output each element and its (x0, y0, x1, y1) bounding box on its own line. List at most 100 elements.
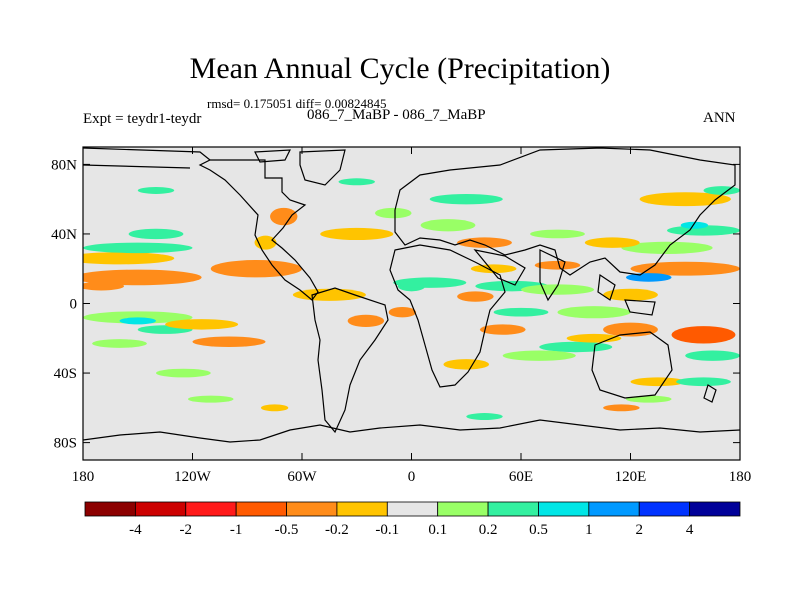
colorbar-swatch (185, 501, 237, 517)
colorbar-swatch (386, 501, 439, 517)
field-blob (621, 241, 713, 254)
field-blob (292, 288, 366, 301)
field-blob (165, 319, 239, 330)
colorbar-swatch (84, 501, 136, 517)
field-blob (584, 237, 640, 248)
colorbar-label: -2 (180, 522, 193, 538)
field-blob (83, 242, 193, 254)
field-blob (521, 284, 594, 295)
colorbar-label: 1 (585, 522, 593, 538)
y-tick-label: 80S (54, 436, 77, 452)
field-blob (119, 317, 156, 325)
x-tick-label: 120W (174, 469, 212, 485)
field-blob (671, 326, 736, 344)
field-blob (92, 339, 147, 348)
field-blob (630, 261, 740, 276)
field-blob (466, 413, 503, 421)
colorbar-label: 2 (635, 522, 643, 538)
colorbar-label: 0.1 (428, 522, 447, 538)
colorbar-swatch (689, 501, 741, 517)
field-blob (375, 207, 412, 219)
field-blob (210, 260, 302, 278)
axes: 180 120W 60W 0 60E 120E 180 80N 40N 0 40S 80S (51, 147, 751, 485)
chart-title: Mean Annual Cycle (Precipitation) (189, 52, 611, 85)
field-blob (534, 260, 581, 270)
field-blob (676, 377, 731, 387)
field-blob (83, 252, 175, 265)
field-blob (703, 186, 740, 195)
colorbar-swatch (235, 501, 287, 517)
colorbar-label: -1 (230, 522, 243, 538)
colorbar-label: 0.2 (479, 522, 498, 538)
field-blob (137, 186, 175, 194)
field-blob (83, 311, 193, 324)
colorbar-label: 0.5 (529, 522, 548, 538)
field-blob (388, 306, 417, 318)
colorbar-swatch (638, 501, 691, 517)
field-blob (187, 395, 234, 403)
field-blob (254, 235, 277, 250)
field-blob (83, 269, 202, 286)
colorbar-swatch (437, 501, 489, 517)
field-blob (393, 277, 467, 288)
x-tick-label: 0 (408, 469, 416, 485)
field-blob (557, 306, 631, 319)
field-blob (128, 228, 184, 240)
colorbar-swatch (134, 501, 187, 517)
y-tick-label: 40N (51, 227, 77, 243)
precip-difference-field (83, 178, 740, 421)
colorbar-swatch (336, 501, 388, 517)
colorbar: -4 -2 -1 -0.5 -0.2 -0.1 0.1 0.2 0.5 1 2 4 (84, 501, 741, 538)
field-blob (479, 324, 526, 335)
field-blob (457, 291, 494, 302)
field-blob (502, 350, 576, 361)
y-tick-label: 0 (70, 297, 78, 313)
field-blob (260, 404, 289, 412)
field-blob (539, 341, 613, 353)
experiment-label: Expt = teydr1-teydr (83, 111, 202, 127)
colorbar-label: -4 (129, 522, 142, 538)
x-tick-label: 60E (509, 469, 533, 485)
field-blob (347, 314, 385, 327)
colorbar-label: -0.5 (275, 522, 299, 538)
field-blob (625, 395, 672, 403)
y-tick-label: 40S (54, 366, 77, 382)
field-blob (320, 227, 394, 241)
field-blob (603, 288, 658, 301)
x-tick-label: 180 (72, 469, 95, 485)
field-blob (429, 193, 503, 205)
field-blob (530, 229, 585, 239)
field-blob (420, 219, 476, 232)
colorbar-swatch (487, 501, 539, 517)
x-tick-label: 180 (729, 469, 752, 485)
stats-text: rmsd= 0.175051 diff= 0.00824845 (207, 96, 387, 111)
field-blob (625, 273, 672, 282)
field-blob (156, 368, 211, 378)
x-tick-label: 60W (287, 469, 317, 485)
season-label: ANN (703, 110, 736, 126)
field-blob (685, 350, 740, 361)
field-blob (630, 377, 686, 387)
coastlines (83, 147, 740, 443)
x-tick-label: 120E (615, 469, 647, 485)
field-blob (457, 237, 512, 248)
field-blob (470, 264, 517, 274)
colorbar-label: -0.1 (375, 522, 399, 538)
field-blob (192, 336, 266, 347)
field-blob (338, 178, 375, 186)
colorbar-swatch (538, 501, 590, 517)
field-blob (603, 404, 640, 412)
colorbar-swatch (588, 501, 640, 517)
field-blob (270, 207, 298, 226)
colorbar-label: -0.2 (325, 522, 349, 538)
y-tick-label: 80N (51, 157, 77, 173)
field-blob (493, 307, 549, 317)
field-blob (83, 281, 125, 291)
field-blob (639, 192, 731, 207)
colorbar-label: 4 (686, 522, 694, 538)
case-label: 086_7_MaBP - 086_7_MaBP (307, 107, 486, 123)
colorbar-swatch (286, 501, 338, 517)
field-blob (680, 221, 709, 229)
field-blob (443, 359, 490, 370)
